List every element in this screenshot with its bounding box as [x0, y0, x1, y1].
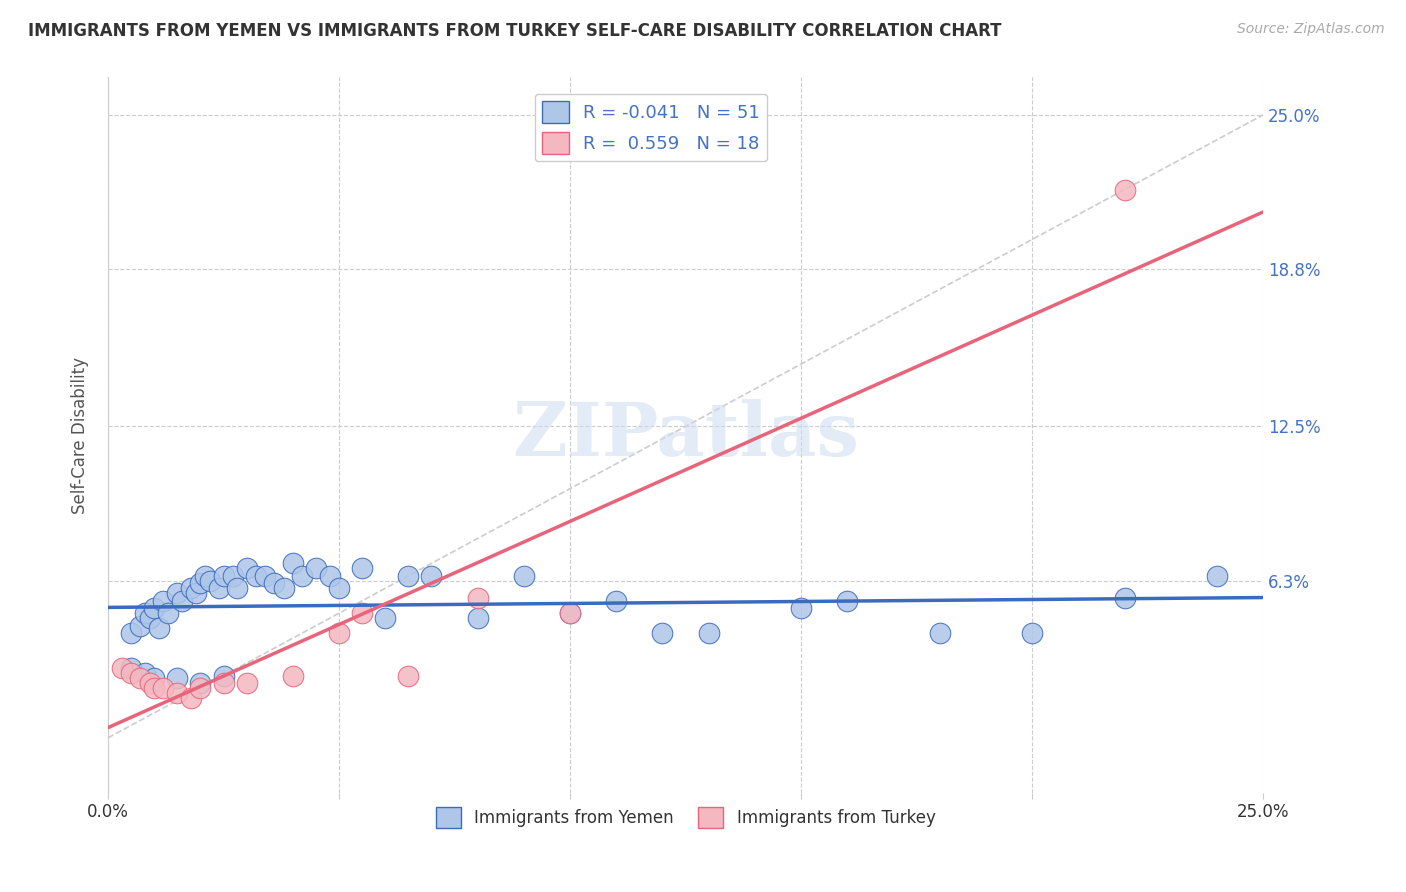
Point	[208, 582, 231, 596]
Point	[790, 601, 813, 615]
Point	[245, 569, 267, 583]
Text: IMMIGRANTS FROM YEMEN VS IMMIGRANTS FROM TURKEY SELF-CARE DISABILITY CORRELATION: IMMIGRANTS FROM YEMEN VS IMMIGRANTS FROM…	[28, 22, 1001, 40]
Point	[1114, 183, 1136, 197]
Point	[281, 557, 304, 571]
Point	[697, 626, 720, 640]
Point	[396, 668, 419, 682]
Point	[281, 668, 304, 682]
Point	[374, 611, 396, 625]
Point	[138, 611, 160, 625]
Point	[467, 611, 489, 625]
Point	[420, 569, 443, 583]
Y-axis label: Self-Care Disability: Self-Care Disability	[72, 357, 89, 514]
Legend: Immigrants from Yemen, Immigrants from Turkey: Immigrants from Yemen, Immigrants from T…	[429, 801, 942, 834]
Point	[129, 618, 152, 632]
Point	[235, 676, 257, 690]
Point	[180, 582, 202, 596]
Point	[143, 601, 166, 615]
Point	[558, 606, 581, 620]
Point	[305, 561, 328, 575]
Point	[166, 686, 188, 700]
Point	[222, 569, 245, 583]
Point	[190, 681, 212, 695]
Point	[157, 606, 180, 620]
Point	[212, 676, 235, 690]
Point	[319, 569, 342, 583]
Point	[170, 594, 193, 608]
Point	[152, 681, 174, 695]
Point	[263, 576, 285, 591]
Text: ZIPatlas: ZIPatlas	[512, 399, 859, 472]
Point	[837, 594, 859, 608]
Point	[129, 671, 152, 685]
Point	[190, 676, 212, 690]
Point	[467, 591, 489, 606]
Point	[134, 606, 156, 620]
Point	[605, 594, 627, 608]
Point	[235, 561, 257, 575]
Point	[212, 668, 235, 682]
Point	[143, 671, 166, 685]
Point	[352, 561, 374, 575]
Point	[152, 594, 174, 608]
Point	[254, 569, 277, 583]
Point	[120, 666, 142, 681]
Point	[226, 582, 249, 596]
Point	[120, 661, 142, 675]
Point	[273, 582, 295, 596]
Text: Source: ZipAtlas.com: Source: ZipAtlas.com	[1237, 22, 1385, 37]
Point	[194, 569, 217, 583]
Point	[352, 606, 374, 620]
Point	[184, 586, 207, 600]
Point	[143, 681, 166, 695]
Point	[120, 626, 142, 640]
Point	[190, 576, 212, 591]
Point	[558, 606, 581, 620]
Point	[1114, 591, 1136, 606]
Point	[396, 569, 419, 583]
Point	[148, 621, 170, 635]
Point	[928, 626, 950, 640]
Point	[166, 586, 188, 600]
Point	[651, 626, 673, 640]
Point	[138, 676, 160, 690]
Point	[291, 569, 314, 583]
Point	[134, 666, 156, 681]
Point	[111, 661, 134, 675]
Point	[1021, 626, 1043, 640]
Point	[513, 569, 536, 583]
Point	[328, 626, 350, 640]
Point	[198, 574, 221, 588]
Point	[180, 690, 202, 705]
Point	[212, 569, 235, 583]
Point	[328, 582, 350, 596]
Point	[1206, 569, 1229, 583]
Point	[166, 671, 188, 685]
